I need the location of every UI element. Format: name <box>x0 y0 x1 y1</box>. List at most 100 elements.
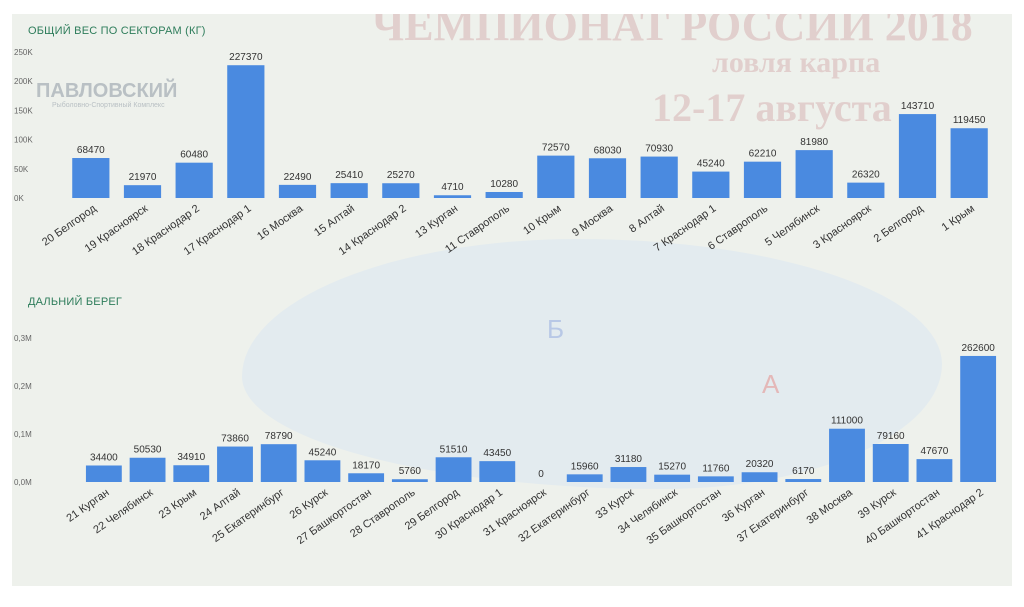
data-label: 227370 <box>229 52 263 63</box>
bar <box>382 183 420 198</box>
data-label: 79160 <box>877 431 905 442</box>
bar <box>537 155 575 198</box>
x-tick-label: 16 Москва <box>255 202 306 243</box>
bar <box>129 457 166 482</box>
data-label: 81980 <box>800 137 828 148</box>
data-label: 34910 <box>177 452 205 463</box>
dashboard-canvas: ЧЕМПИОНАТ РОССИИ 2018 ловля карпа 12-17 … <box>12 14 1012 586</box>
bar <box>872 444 909 482</box>
bar <box>692 171 730 198</box>
data-label: 22490 <box>284 172 312 183</box>
bar <box>916 459 953 482</box>
data-label: 47670 <box>921 446 949 457</box>
bar <box>847 182 885 198</box>
bar <box>829 428 865 482</box>
data-label: 15270 <box>658 462 686 473</box>
data-label: 0 <box>538 469 544 480</box>
data-label: 6170 <box>792 466 815 477</box>
watermark-zone-b: Б <box>547 314 565 344</box>
x-tick-label: 13 Курган <box>413 203 460 241</box>
watermark-event-subtitle: ловля карпа <box>712 46 881 79</box>
x-tick-label: 27 Башкортостан <box>295 487 374 547</box>
data-label: 62210 <box>749 149 777 160</box>
data-label: 15960 <box>571 461 599 472</box>
y-tick-label: 250K <box>14 48 33 57</box>
watermark-zone-a: А <box>762 369 780 399</box>
bar <box>217 446 253 482</box>
bar <box>85 465 122 482</box>
y-tick-label: 0,0M <box>14 478 32 487</box>
data-label: 5760 <box>399 466 422 477</box>
data-label: 68030 <box>594 145 622 156</box>
data-label: 11760 <box>702 463 730 474</box>
y-tick-label: 0,1M <box>14 430 32 439</box>
data-label: 26320 <box>852 170 880 181</box>
bar <box>123 185 162 198</box>
data-label: 21970 <box>129 172 157 183</box>
y-tick-label: 0K <box>14 194 24 203</box>
bar <box>743 161 782 198</box>
data-label: 119450 <box>953 115 986 126</box>
bar <box>227 65 265 199</box>
data-label: 43450 <box>483 448 511 459</box>
data-label: 111000 <box>831 416 863 427</box>
y-tick-label: 0,3M <box>14 334 32 343</box>
bar <box>479 461 516 482</box>
data-label: 72570 <box>542 143 570 154</box>
data-label: 20320 <box>746 459 774 470</box>
bar <box>330 183 368 198</box>
data-label: 34400 <box>90 452 118 463</box>
bar <box>640 156 678 198</box>
bar <box>173 465 210 482</box>
bar <box>485 191 523 198</box>
data-label: 70930 <box>645 144 673 155</box>
bar <box>950 128 988 198</box>
lake-map-watermark <box>242 239 942 489</box>
bar <box>278 184 317 198</box>
x-tick-label: 10 Крым <box>521 203 563 238</box>
bar <box>433 195 472 198</box>
data-label: 73860 <box>221 434 249 445</box>
watermark-brand: ПАВЛОВСКИЙ <box>36 80 178 102</box>
bar <box>391 479 428 482</box>
data-label: 18170 <box>352 460 380 471</box>
x-tick-label: 35 Башкортостан <box>645 487 724 547</box>
y-tick-label: 50K <box>14 165 29 174</box>
bar <box>960 355 997 482</box>
x-tick-label: 3 Красноярск <box>811 203 874 252</box>
bar <box>795 150 833 198</box>
x-tick-label: 40 Башкортостан <box>863 487 942 547</box>
x-tick-label: 38 Москва <box>805 486 856 527</box>
x-tick-label: 1 Крым <box>940 203 977 234</box>
x-tick-label: 23 Крым <box>157 487 199 522</box>
bar <box>654 474 691 482</box>
data-label: 60480 <box>180 150 208 161</box>
data-label: 10280 <box>490 179 518 190</box>
chart2-title: ДАЛЬНИЙ БЕРЕГ <box>28 296 123 308</box>
bar <box>260 444 297 482</box>
data-label: 262600 <box>961 343 995 354</box>
bar <box>898 114 937 198</box>
bar <box>435 457 472 482</box>
y-tick-label: 0,2M <box>14 382 32 391</box>
bar <box>304 460 341 482</box>
data-label: 45240 <box>697 159 725 170</box>
data-label: 31180 <box>615 454 643 465</box>
data-label: 143710 <box>901 101 935 112</box>
x-tick-label: 8 Алтай <box>627 203 667 236</box>
x-tick-label: 2 Белгород <box>872 202 926 245</box>
chart1-title: ОБЩИЙ ВЕС ПО СЕКТОРАМ (КГ) <box>28 25 206 37</box>
watermark-event-dates: 12-17 августа <box>652 85 892 130</box>
bar <box>72 158 110 198</box>
data-label: 51510 <box>440 444 468 455</box>
bar <box>697 476 734 482</box>
data-label: 50530 <box>134 445 162 456</box>
bar <box>588 158 627 198</box>
data-label: 78790 <box>265 431 293 442</box>
bar <box>566 474 603 482</box>
bar <box>741 472 778 482</box>
y-tick-label: 150K <box>14 106 33 115</box>
data-label: 4710 <box>441 182 464 193</box>
